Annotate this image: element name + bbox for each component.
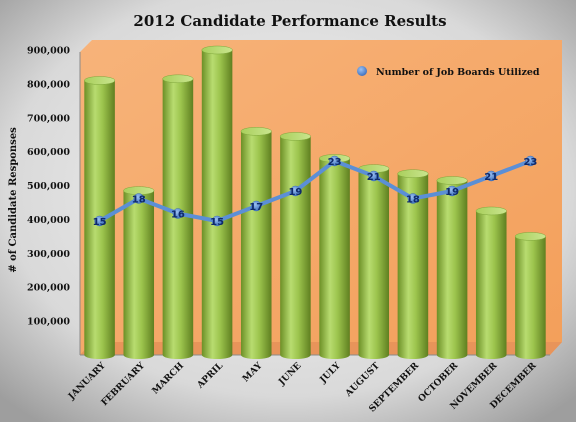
- bar: [319, 154, 351, 359]
- y-tick-label: 600,000: [27, 147, 70, 158]
- bar: [240, 127, 272, 359]
- chart-title: 2012 Candidate Performance Results: [133, 12, 446, 30]
- line-data-label: 15: [210, 217, 224, 228]
- line-data-label: 21: [367, 172, 381, 183]
- line-data-label: 17: [249, 202, 263, 213]
- line-point: [525, 155, 536, 167]
- line-data-label: 19: [288, 187, 302, 198]
- line-data-label: 15: [93, 217, 107, 228]
- line-data-label: 18: [406, 195, 420, 206]
- y-tick-label: 100,000: [27, 317, 70, 328]
- line-data-label: 16: [171, 210, 185, 221]
- y-tick-label: 500,000: [27, 181, 70, 192]
- bar: [279, 132, 311, 359]
- line-data-label: 21: [484, 172, 498, 183]
- bar: [436, 176, 468, 359]
- legend-label: Number of Job Boards Utilized: [376, 67, 540, 78]
- y-tick-label: 800,000: [27, 79, 70, 90]
- bar: [514, 232, 546, 359]
- bar: [358, 164, 390, 359]
- line-point: [251, 200, 262, 212]
- y-tick-label: 200,000: [27, 283, 70, 294]
- line-series-layer: 15 18 16 15 17 19 23 21 18 19 21 23: [93, 155, 537, 228]
- legend: Number of Job Boards Utilized: [357, 66, 540, 78]
- line-data-label: 23: [523, 157, 537, 168]
- line-point: [368, 170, 379, 182]
- line-point: [133, 193, 144, 204]
- job-boards-line: [98, 159, 532, 223]
- line-data-label: 19: [445, 187, 459, 198]
- line-point: [94, 215, 105, 227]
- line-point: [486, 170, 497, 182]
- bar: [397, 169, 429, 359]
- line-point: [446, 185, 458, 197]
- line-data-label: 23: [328, 157, 342, 168]
- y-axis-label: # of Candidate Responses: [8, 127, 19, 273]
- y-tick-label: 700,000: [27, 113, 70, 124]
- line-point: [407, 193, 419, 204]
- line-point: [290, 185, 301, 197]
- line-point: [172, 208, 184, 219]
- bar: [123, 186, 155, 359]
- y-tick-labels: 100,000 200,000 300,000 400,000 500,000 600,0…: [27, 46, 70, 328]
- y-tick-label: 900,000: [27, 46, 70, 57]
- bar: [475, 206, 507, 359]
- line-data-label: 18: [132, 195, 146, 206]
- bar: [201, 45, 233, 359]
- bar-group: [84, 45, 546, 360]
- line-point: [329, 155, 340, 167]
- y-tick-label: 300,000: [27, 249, 70, 260]
- line-point: [211, 215, 223, 227]
- bar: [162, 74, 194, 360]
- legend-marker: [357, 66, 367, 76]
- y-tick-label: 400,000: [27, 215, 70, 226]
